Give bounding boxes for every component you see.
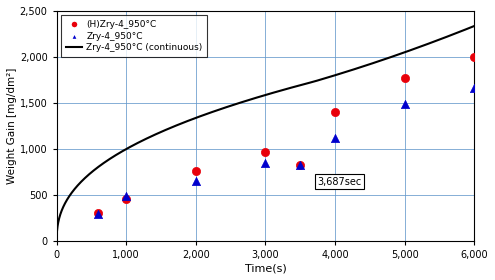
Text: 3,687sec: 3,687sec — [318, 177, 362, 187]
Point — [261, 150, 269, 154]
Point — [192, 179, 200, 184]
Point — [470, 86, 478, 90]
Point — [192, 169, 200, 174]
Point — [400, 102, 408, 106]
Point — [95, 211, 102, 215]
X-axis label: Time(s): Time(s) — [245, 263, 286, 273]
Point — [297, 163, 304, 167]
Point — [400, 76, 408, 80]
Point — [297, 163, 304, 167]
Point — [122, 194, 130, 198]
Point — [95, 211, 102, 216]
Point — [331, 110, 339, 115]
Point — [261, 161, 269, 165]
Point — [331, 136, 339, 140]
Point — [122, 197, 130, 201]
Legend: (H)Zry-4_950°C, Zry-4_950°C, Zry-4_950°C (continuous): (H)Zry-4_950°C, Zry-4_950°C, Zry-4_950°C… — [61, 15, 207, 57]
Point — [470, 55, 478, 59]
Y-axis label: Weight Gain [mg/dm²]: Weight Gain [mg/dm²] — [7, 68, 17, 184]
